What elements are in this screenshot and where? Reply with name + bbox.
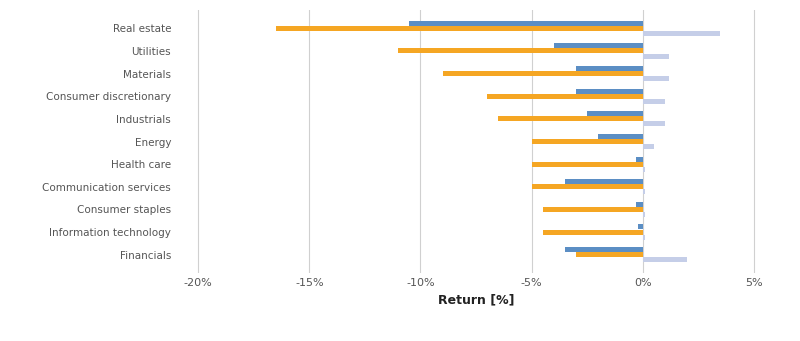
Bar bbox=[642, 99, 665, 104]
Bar bbox=[642, 212, 645, 217]
Bar bbox=[642, 257, 687, 262]
Bar bbox=[636, 202, 642, 207]
Bar bbox=[642, 31, 721, 36]
Bar bbox=[642, 54, 670, 59]
Bar bbox=[410, 21, 642, 26]
Bar bbox=[498, 116, 642, 121]
Bar bbox=[531, 139, 642, 144]
Bar bbox=[642, 144, 654, 149]
Bar bbox=[642, 76, 670, 81]
Bar bbox=[554, 43, 642, 48]
Bar bbox=[542, 229, 642, 235]
Bar bbox=[638, 224, 642, 229]
Bar bbox=[576, 66, 642, 71]
Bar bbox=[598, 134, 642, 139]
Bar bbox=[642, 189, 645, 194]
Bar bbox=[542, 207, 642, 212]
Bar bbox=[587, 111, 642, 116]
Bar bbox=[642, 235, 645, 240]
Bar bbox=[565, 247, 642, 252]
Bar bbox=[531, 184, 642, 189]
Bar bbox=[642, 167, 645, 172]
Bar bbox=[276, 26, 642, 31]
Bar bbox=[636, 157, 642, 162]
Bar bbox=[442, 71, 642, 76]
Bar bbox=[531, 162, 642, 167]
Bar bbox=[642, 121, 665, 127]
Bar bbox=[576, 89, 642, 94]
Bar bbox=[487, 94, 642, 99]
Bar bbox=[398, 48, 642, 54]
X-axis label: Return [%]: Return [%] bbox=[438, 293, 514, 306]
Bar bbox=[565, 179, 642, 184]
Bar bbox=[576, 252, 642, 257]
